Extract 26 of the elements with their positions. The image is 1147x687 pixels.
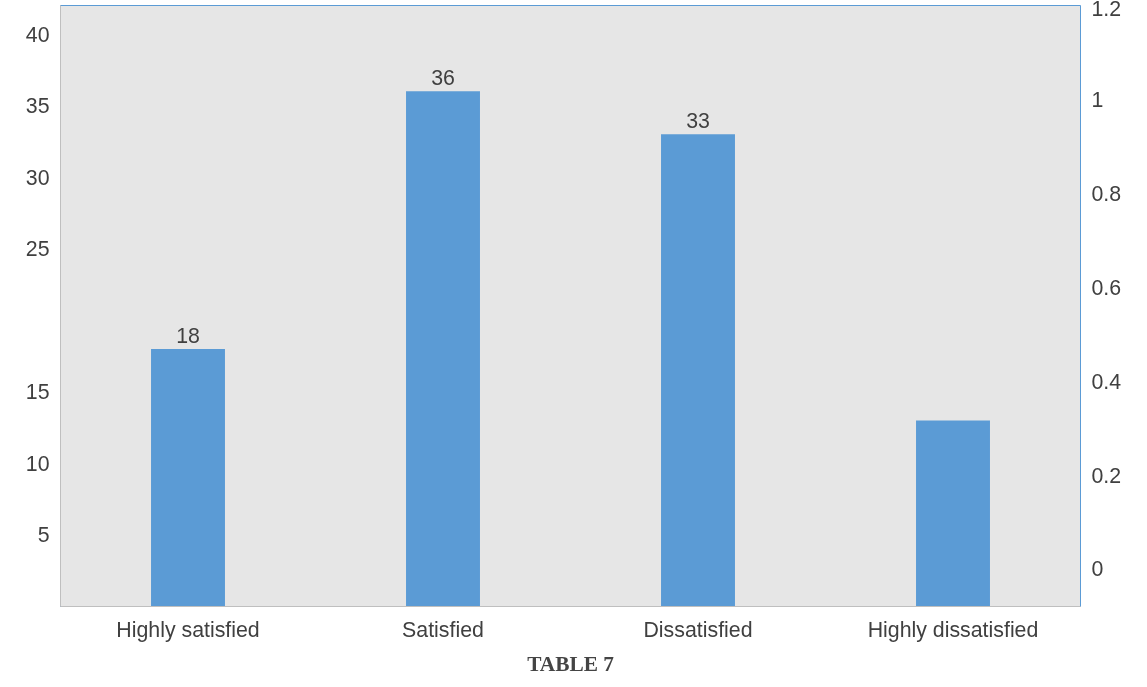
y2-tick-label: 0.2 bbox=[1091, 463, 1122, 488]
bar bbox=[661, 134, 735, 607]
y2-tick-label: 1.2 bbox=[1091, 0, 1122, 21]
bar bbox=[406, 91, 480, 607]
x-tick-label: Dissatisfied bbox=[643, 617, 753, 642]
data-label: 36 bbox=[431, 66, 455, 91]
y2-tick-label: 0.8 bbox=[1091, 181, 1122, 206]
text: TABLE 7 bbox=[527, 651, 615, 676]
y-tick-label: 15 bbox=[25, 380, 50, 405]
x-tick-label: Highly satisfied bbox=[116, 617, 260, 642]
y-tick-label: 25 bbox=[25, 237, 50, 262]
bar bbox=[151, 348, 225, 607]
x-tick-label: Highly dissatisfied bbox=[867, 617, 1039, 642]
y2-tick-label: 1 bbox=[1091, 87, 1104, 112]
y-tick-label: 35 bbox=[25, 94, 50, 119]
y-tick-label: 40 bbox=[25, 22, 50, 47]
y-tick-label: 5 bbox=[37, 523, 50, 548]
y2-tick-label: 0.4 bbox=[1091, 369, 1122, 394]
y-tick-label: 10 bbox=[25, 451, 50, 476]
y2-tick-label: 0 bbox=[1091, 557, 1104, 582]
data-label: 33 bbox=[686, 109, 710, 134]
x-tick-label: Satisfied bbox=[402, 617, 484, 642]
bar bbox=[916, 420, 990, 607]
y-tick-label: 30 bbox=[25, 165, 50, 190]
data-label: 18 bbox=[176, 323, 200, 348]
y2-tick-label: 0.6 bbox=[1091, 275, 1122, 300]
